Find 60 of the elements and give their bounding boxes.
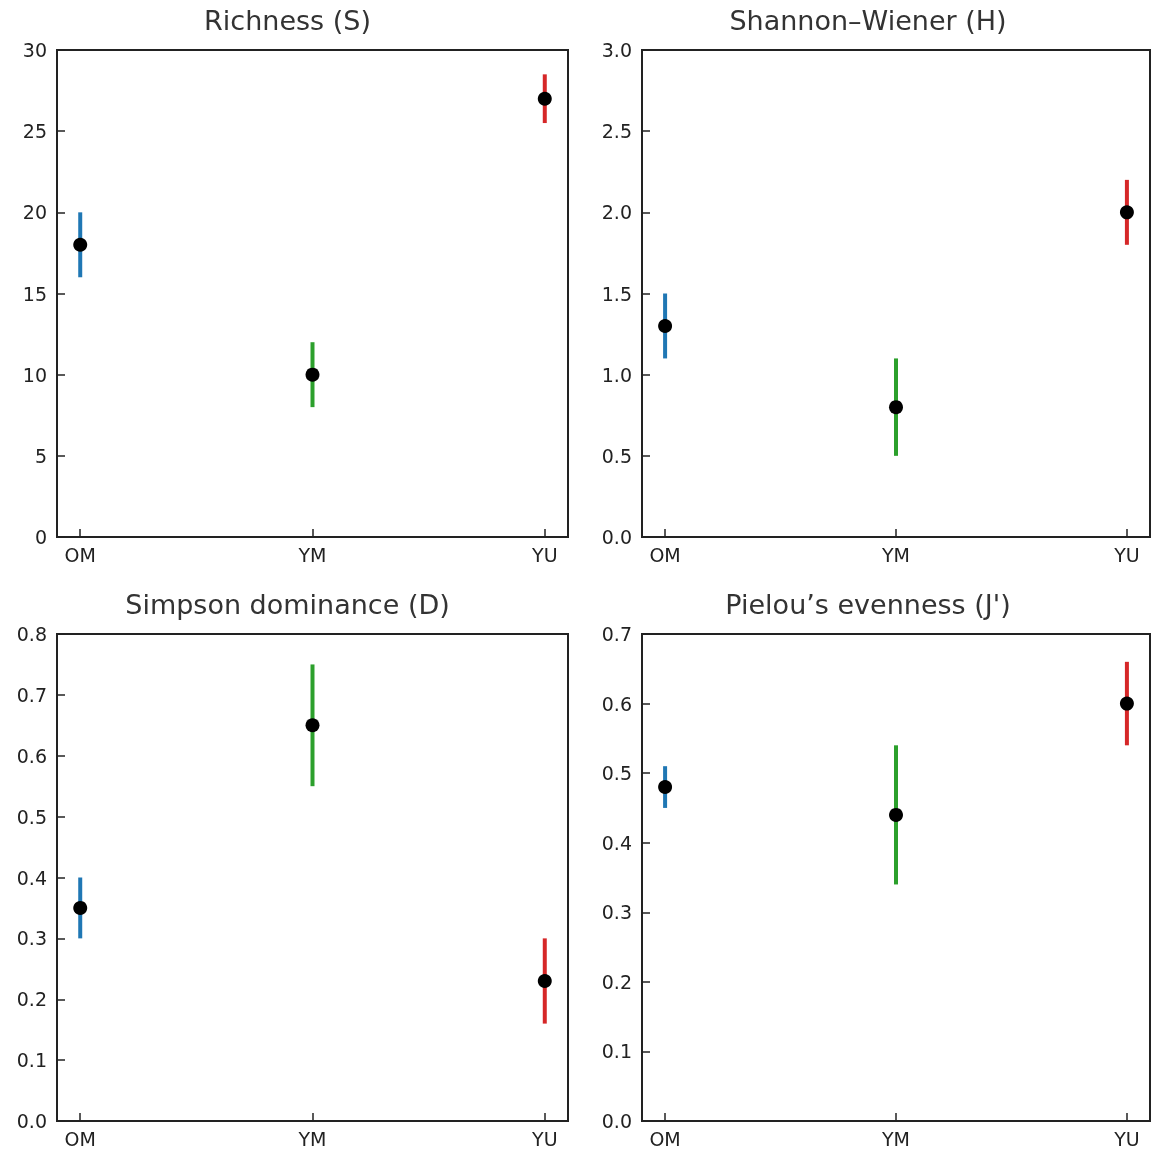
point: [889, 400, 903, 415]
chart-title: Simpson dominance (D): [125, 589, 450, 620]
y-tick-label: 0.6: [16, 744, 47, 767]
y-tick-label: 0.2: [601, 970, 632, 993]
y-tick-label: 0.3: [601, 901, 632, 924]
x-tick-label: OM: [649, 1127, 681, 1149]
point: [889, 807, 903, 822]
bar: [894, 745, 898, 885]
x-tick-label: YU: [1113, 543, 1140, 566]
y-tick-label: 0.3: [16, 927, 47, 950]
x-tick-label: YM: [297, 543, 327, 566]
y-tick-label: 0.7: [601, 623, 632, 645]
x-tick-label: YM: [881, 1127, 910, 1149]
y-tick-label: 1.5: [601, 282, 632, 305]
y-tick-label: 20: [22, 201, 47, 224]
y-tick-label: 1.0: [601, 363, 632, 386]
point: [73, 237, 88, 252]
y-tick-label: 0.1: [16, 1049, 47, 1072]
y-tick-label: 0.4: [601, 831, 632, 854]
chart-title: Richness (S): [204, 5, 371, 36]
y-tick-label: 3.0: [601, 39, 632, 61]
y-tick-label: 0.5: [16, 805, 47, 828]
x-tick-label: YM: [881, 543, 910, 566]
point: [305, 718, 320, 733]
y-tick-label: 0.0: [601, 526, 632, 548]
y-tick-label: 0.8: [16, 623, 47, 645]
y-tick-label: 5: [34, 444, 47, 467]
x-tick-label: YU: [531, 543, 558, 566]
point: [658, 780, 673, 795]
y-tick-label: 0.0: [16, 1110, 47, 1132]
y-tick-label: 0.5: [601, 444, 632, 467]
y-tick-label: 0: [34, 526, 47, 548]
x-tick-label: YU: [1113, 1127, 1140, 1149]
point: [305, 367, 320, 382]
x-tick-label: YU: [531, 1127, 558, 1149]
y-tick-label: 0.7: [16, 683, 47, 706]
y-tick-label: 0.5: [601, 762, 632, 785]
x-tick-label: OM: [649, 543, 681, 566]
point: [537, 91, 552, 106]
y-tick-label: 15: [22, 282, 47, 305]
y-tick-label: 0.4: [16, 866, 47, 889]
y-tick-label: 2.0: [601, 201, 632, 224]
chart-title: Shannon–Wiener (H): [729, 5, 1007, 36]
chart-title: Pielou’s evenness (J'): [725, 589, 1011, 620]
point: [73, 900, 88, 915]
x-tick-label: OM: [64, 1127, 96, 1149]
y-tick-label: 0.2: [16, 988, 47, 1011]
point: [1119, 696, 1134, 711]
point: [537, 973, 552, 988]
y-tick-label: 30: [22, 39, 47, 61]
y-tick-label: 25: [22, 120, 47, 143]
y-tick-label: 2.5: [601, 120, 632, 143]
x-tick-label: YM: [297, 1127, 327, 1149]
point: [658, 318, 673, 333]
point: [1119, 205, 1134, 220]
x-tick-label: OM: [64, 543, 96, 566]
y-tick-label: 0.0: [601, 1110, 632, 1132]
y-tick-label: 10: [22, 363, 47, 386]
y-tick-label: 0.6: [601, 692, 632, 715]
y-tick-label: 0.1: [601, 1040, 632, 1063]
